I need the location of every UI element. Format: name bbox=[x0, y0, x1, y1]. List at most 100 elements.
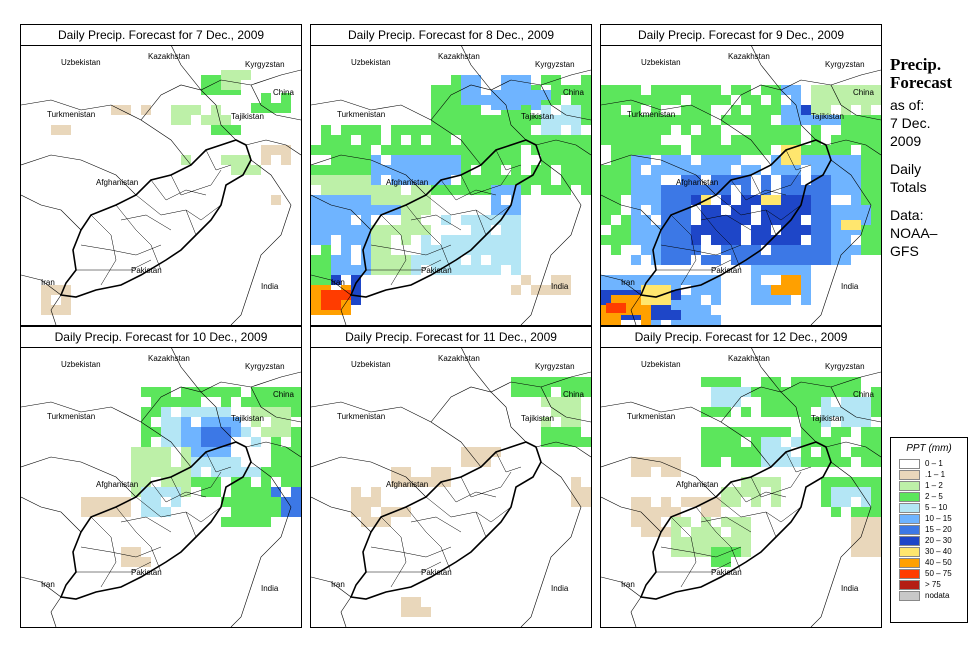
precip-cell bbox=[221, 70, 231, 80]
precip-cell bbox=[611, 85, 621, 95]
country-border bbox=[21, 496, 82, 533]
country-label-turkmenistan: Turkmenistan bbox=[337, 110, 385, 119]
precip-cell bbox=[491, 185, 501, 195]
precip-cell bbox=[281, 477, 291, 487]
precip-cell bbox=[131, 447, 141, 457]
forecast-panel: Daily Precip. Forecast for 8 Dec., 2009 U… bbox=[310, 24, 592, 326]
precip-cell bbox=[571, 417, 581, 427]
precip-cell bbox=[701, 95, 711, 105]
precip-cell bbox=[731, 245, 741, 255]
precip-cell bbox=[231, 487, 241, 497]
country-border bbox=[230, 461, 292, 627]
precip-cell bbox=[511, 255, 521, 265]
precip-cell bbox=[431, 95, 441, 105]
country-label-tajikistan: Tajikistan bbox=[811, 414, 844, 423]
precip-cell bbox=[371, 235, 381, 245]
precip-cell bbox=[671, 165, 681, 175]
precip-cell bbox=[631, 507, 641, 517]
country-border bbox=[311, 154, 427, 196]
province-border bbox=[405, 506, 452, 573]
precip-cell bbox=[41, 305, 51, 315]
precip-cell bbox=[501, 185, 511, 195]
precip-cell bbox=[741, 115, 751, 125]
precip-cell bbox=[481, 175, 491, 185]
precip-cell bbox=[91, 497, 101, 507]
precip-cell bbox=[291, 477, 301, 487]
precip-cell bbox=[551, 275, 561, 285]
precip-cell bbox=[471, 75, 481, 85]
precip-cell bbox=[671, 290, 681, 300]
precip-cell bbox=[351, 195, 361, 205]
precip-cell bbox=[401, 225, 411, 235]
precip-cell bbox=[831, 457, 841, 467]
precip-cell bbox=[521, 105, 531, 115]
precip-cell bbox=[501, 125, 511, 135]
precip-cell bbox=[391, 205, 401, 215]
precip-cell bbox=[871, 165, 881, 175]
precip-cell bbox=[701, 517, 711, 527]
precip-cell bbox=[701, 275, 711, 285]
precip-cell bbox=[211, 457, 221, 467]
precip-cell bbox=[671, 457, 681, 467]
precip-cell bbox=[321, 300, 331, 310]
precip-cell bbox=[801, 397, 811, 407]
precip-cell bbox=[661, 497, 671, 507]
precip-cell bbox=[841, 235, 851, 245]
province-border bbox=[120, 214, 172, 231]
province-border bbox=[76, 259, 152, 271]
precip-cell bbox=[671, 235, 681, 245]
precip-cell bbox=[761, 407, 771, 417]
legend-label: 1 – 2 bbox=[925, 481, 943, 490]
precip-cell bbox=[571, 105, 581, 115]
precip-cell bbox=[701, 285, 711, 295]
precip-cell bbox=[801, 255, 811, 265]
province-border bbox=[475, 506, 512, 523]
precip-cell bbox=[331, 155, 341, 165]
precip-cell bbox=[671, 185, 681, 195]
precip-cell bbox=[691, 537, 701, 547]
precip-cell bbox=[231, 80, 241, 90]
precip-cell bbox=[221, 115, 231, 125]
precip-cell bbox=[781, 235, 791, 245]
precip-cell bbox=[861, 447, 871, 457]
precip-cell bbox=[561, 155, 571, 165]
precip-cell bbox=[581, 105, 591, 115]
precip-cell bbox=[391, 255, 401, 265]
precip-cell bbox=[771, 295, 781, 305]
precip-cell bbox=[371, 155, 381, 165]
country-border bbox=[601, 401, 772, 468]
precip-cell bbox=[521, 377, 531, 387]
precip-cell bbox=[741, 95, 751, 105]
precip-cell bbox=[751, 125, 761, 135]
precip-cell bbox=[141, 467, 151, 477]
country-border bbox=[50, 294, 62, 325]
precip-cell bbox=[871, 387, 881, 397]
precip-cell bbox=[561, 417, 571, 427]
asof-block: as of: 7 Dec. 2009 bbox=[890, 96, 975, 150]
precip-cell bbox=[821, 477, 831, 487]
precip-cell bbox=[801, 115, 811, 125]
panel-title: Daily Precip. Forecast for 12 Dec., 2009 bbox=[601, 327, 881, 348]
precip-cell bbox=[651, 225, 661, 235]
country-border bbox=[245, 441, 301, 458]
precip-cell bbox=[161, 397, 171, 407]
precip-cell bbox=[791, 377, 801, 387]
precip-cell bbox=[471, 457, 481, 467]
precip-cell bbox=[811, 377, 821, 387]
precip-cell bbox=[451, 115, 461, 125]
precip-cell bbox=[321, 135, 331, 145]
precip-cell bbox=[141, 417, 151, 427]
precip-cell bbox=[671, 467, 681, 477]
precip-cell bbox=[571, 397, 581, 407]
precip-cell bbox=[331, 265, 341, 275]
precip-cell bbox=[821, 85, 831, 95]
precip-cell bbox=[611, 225, 621, 235]
precip-cell bbox=[811, 417, 821, 427]
precip-cell bbox=[161, 407, 171, 417]
precip-cell bbox=[721, 245, 731, 255]
precip-cell bbox=[331, 255, 341, 265]
precip-cell bbox=[481, 447, 491, 457]
precip-cell bbox=[321, 165, 331, 175]
precip-cell bbox=[201, 85, 211, 95]
